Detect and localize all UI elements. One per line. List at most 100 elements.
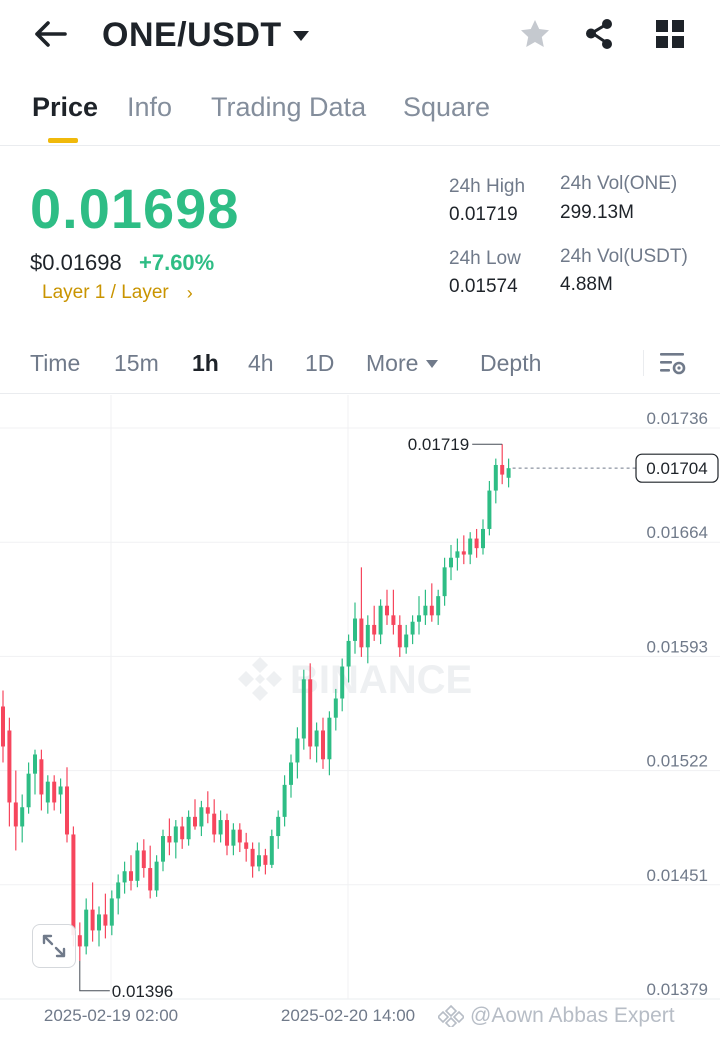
pair-title: ONE/USDT (102, 15, 282, 54)
price-change: +7.60% (139, 250, 215, 275)
candle-body (506, 468, 511, 478)
candle-body (250, 848, 255, 867)
candle-body (71, 834, 76, 936)
candle-body (97, 914, 101, 931)
price-usd: $0.01698 (30, 250, 122, 275)
tab-price[interactable]: Price (32, 92, 99, 122)
candle-body (148, 868, 153, 891)
candle-body (7, 730, 12, 803)
candle-body (289, 762, 293, 785)
candle-body (39, 759, 44, 795)
low-label: 24h Low (449, 248, 521, 269)
interval-more-dropdown[interactable]: More (366, 350, 439, 377)
category-tag-link[interactable]: Layer 1 / Layer › (42, 282, 193, 304)
candle-body (218, 820, 223, 835)
candle-body (468, 538, 473, 555)
active-tab-indicator (48, 138, 78, 143)
high-value: 0.01719 (449, 204, 518, 225)
share-icon (586, 19, 612, 49)
grid-menu-button[interactable] (650, 14, 690, 54)
candle-body (269, 836, 274, 865)
interval-1d[interactable]: 1D (305, 350, 335, 376)
candle-body (65, 786, 69, 835)
share-button[interactable] (579, 14, 619, 54)
vol-one-label: 24h Vol(ONE) (560, 173, 678, 194)
vol-one-value: 299.13M (560, 202, 634, 223)
candle-body (353, 618, 357, 641)
candle-body (244, 842, 249, 849)
candle-body (308, 679, 313, 747)
expand-icon (42, 934, 66, 958)
candle-body (372, 624, 377, 635)
star-icon (521, 20, 549, 47)
depth-tab[interactable]: Depth (480, 350, 542, 376)
watermark-text: BINANCE (290, 658, 472, 702)
candle-body (193, 816, 197, 827)
y-tick-label: 0.01593 (647, 637, 708, 656)
high-marker-label: 0.01719 (408, 435, 469, 454)
candle-body (346, 640, 351, 667)
candle-body (180, 826, 185, 840)
candle-body (199, 807, 204, 827)
fullscreen-button[interactable] (32, 924, 76, 968)
divider (643, 350, 644, 376)
candle-body (301, 679, 306, 739)
candle-body (173, 826, 178, 843)
candle-body (461, 551, 466, 555)
candle-body (225, 820, 229, 846)
pair-selector[interactable]: ONE/USDT (102, 14, 310, 56)
tab-square[interactable]: Square (403, 92, 491, 122)
candle-body (378, 605, 383, 635)
interval-4h[interactable]: 4h (248, 350, 274, 376)
favorite-button[interactable] (515, 14, 555, 54)
tab-trading-data[interactable]: Trading Data (211, 92, 367, 122)
y-tick-label: 0.01736 (647, 409, 708, 428)
candle-body (237, 829, 242, 843)
candle-body (135, 850, 140, 881)
candle-body (442, 567, 447, 597)
candle-body (26, 773, 31, 808)
candle-body (263, 855, 268, 865)
candle-body (103, 914, 108, 926)
back-button[interactable] (30, 14, 70, 54)
candle-body (186, 816, 191, 840)
candle-body (327, 717, 332, 760)
candle-body (391, 615, 396, 625)
x-tick-label: 2025-02-19 02:00 (44, 1006, 178, 1025)
candle-body (212, 813, 217, 835)
candle-body (493, 464, 498, 491)
candle-body (77, 935, 82, 947)
y-tick-label: 0.01664 (647, 523, 708, 542)
candle-body (205, 807, 210, 814)
vol-usdt-value: 4.88M (560, 274, 613, 295)
candle-body (423, 605, 428, 616)
interval-15m[interactable]: 15m (114, 350, 159, 376)
candle-body (487, 490, 492, 529)
candle-body (257, 855, 261, 867)
candle-body (314, 730, 319, 747)
low-marker-label: 0.01396 (112, 982, 173, 1001)
candle-body (231, 829, 236, 846)
candle-body (404, 634, 409, 648)
grid-icon (656, 20, 684, 48)
y-tick-label: 0.01451 (647, 866, 708, 885)
chart-settings-button[interactable] (655, 348, 691, 380)
credit-text: @Aown Abbas Expert (470, 1004, 675, 1027)
interval-time[interactable]: Time (30, 350, 81, 376)
candle-body (397, 624, 402, 648)
candle-body (84, 909, 89, 947)
candle-body (481, 528, 485, 549)
interval-1h[interactable]: 1h (192, 350, 219, 376)
candle-body (116, 882, 121, 899)
candle-body (161, 836, 165, 862)
candle-body (1, 706, 5, 747)
candlestick-chart[interactable]: BINANCE 0.01736 0.01664 0.01593 0.01522 0.01… (0, 395, 720, 1030)
credit-watermark: @Aown Abbas Expert (438, 1004, 675, 1028)
last-price-tag (635, 453, 719, 483)
candle-body (276, 816, 281, 837)
candle-body (167, 836, 172, 843)
candle-body (417, 615, 421, 622)
candle-body (365, 624, 370, 648)
tab-info[interactable]: Info (127, 92, 173, 122)
chevron-right-icon: › (186, 282, 193, 303)
